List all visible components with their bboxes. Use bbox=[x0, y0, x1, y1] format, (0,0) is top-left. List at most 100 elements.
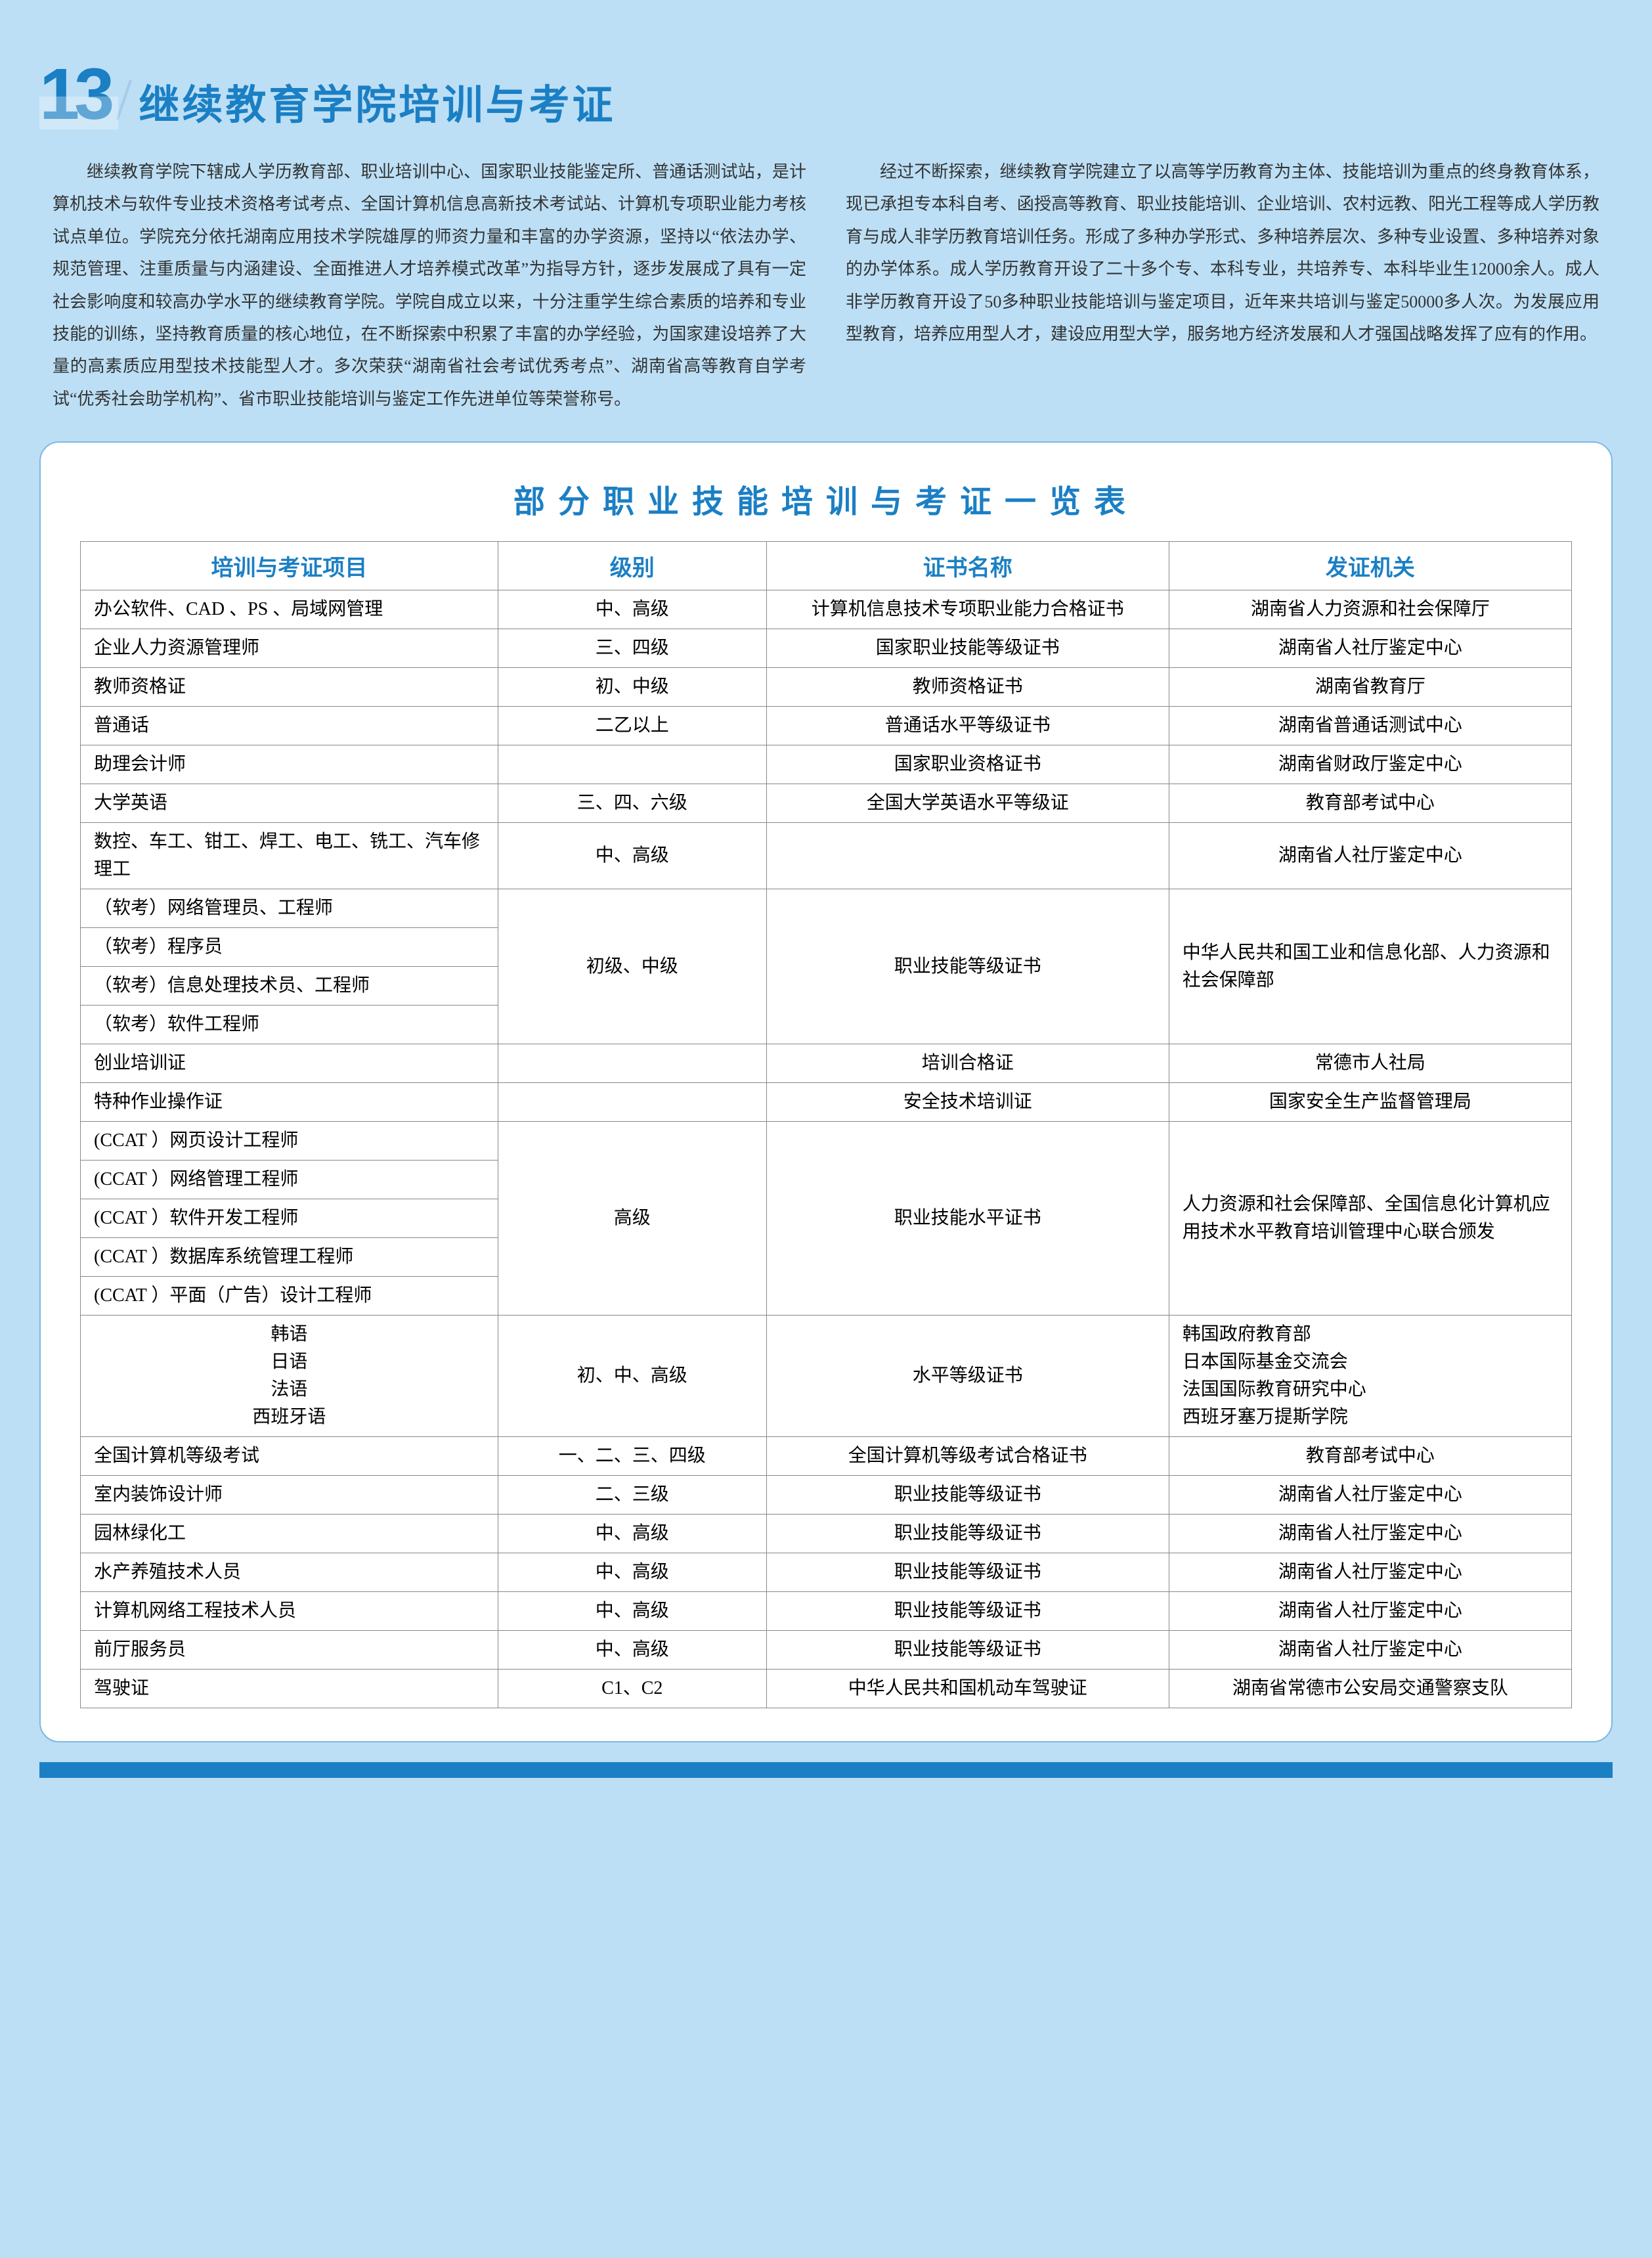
cell: 中华人民共和国机动车驾驶证 bbox=[766, 1670, 1169, 1708]
cell: 湖南省人社厅鉴定中心 bbox=[1169, 823, 1571, 889]
cell: 湖南省人社厅鉴定中心 bbox=[1169, 1631, 1571, 1670]
cell: 教师资格证 bbox=[81, 668, 498, 707]
cell: 职业技能等级证书 bbox=[766, 1476, 1169, 1515]
cell: 普通话 bbox=[81, 707, 498, 745]
footer-band bbox=[39, 1762, 1613, 1778]
cell: 初、中、高级 bbox=[498, 1316, 766, 1437]
intro-block: 继续教育学院下辖成人学历教育部、职业培训中心、国家职业技能鉴定所、普通话测试站，… bbox=[39, 156, 1613, 415]
cell: （软考）软件工程师 bbox=[81, 1006, 498, 1044]
cell: 室内装饰设计师 bbox=[81, 1476, 498, 1515]
cell: 国家职业技能等级证书 bbox=[766, 629, 1169, 668]
cell: 三、四级 bbox=[498, 629, 766, 668]
cell: 教育部考试中心 bbox=[1169, 784, 1571, 823]
cell: 湖南省普通话测试中心 bbox=[1169, 707, 1571, 745]
cell: 全国大学英语水平等级证 bbox=[766, 784, 1169, 823]
cell: 湖南省人社厅鉴定中心 bbox=[1169, 1476, 1571, 1515]
cell: (CCAT ）平面（广告）设计工程师 bbox=[81, 1277, 498, 1316]
slash-divider: / bbox=[116, 66, 132, 133]
cell: 助理会计师 bbox=[81, 745, 498, 784]
chapter-number: 13 bbox=[39, 53, 109, 136]
cell: 二、三级 bbox=[498, 1476, 766, 1515]
cell: 职业技能等级证书 bbox=[766, 1553, 1169, 1592]
cell: 安全技术培训证 bbox=[766, 1083, 1169, 1122]
cell: 全国计算机等级考试合格证书 bbox=[766, 1437, 1169, 1476]
cell: 中、高级 bbox=[498, 1553, 766, 1592]
cell: 水平等级证书 bbox=[766, 1316, 1169, 1437]
cell: 普通话水平等级证书 bbox=[766, 707, 1169, 745]
cell: 水产养殖技术人员 bbox=[81, 1553, 498, 1592]
cell: 初、中级 bbox=[498, 668, 766, 707]
cell: 职业技能水平证书 bbox=[766, 1122, 1169, 1316]
cell: 湖南省人社厅鉴定中心 bbox=[1169, 629, 1571, 668]
table-row: 全国计算机等级考试一、二、三、四级全国计算机等级考试合格证书教育部考试中心 bbox=[81, 1437, 1572, 1476]
table-row: 企业人力资源管理师三、四级国家职业技能等级证书湖南省人社厅鉴定中心 bbox=[81, 629, 1572, 668]
cell: 湖南省人社厅鉴定中心 bbox=[1169, 1515, 1571, 1553]
cell: 湖南省人社厅鉴定中心 bbox=[1169, 1592, 1571, 1631]
cell: 企业人力资源管理师 bbox=[81, 629, 498, 668]
th-cert: 证书名称 bbox=[766, 542, 1169, 590]
cell: 中华人民共和国工业和信息化部、人力资源和社会保障部 bbox=[1169, 889, 1571, 1044]
cell: 国家职业资格证书 bbox=[766, 745, 1169, 784]
table-container: 部分职业技能培训与考证一览表 培训与考证项目 级别 证书名称 发证机关 办公软件… bbox=[39, 441, 1613, 1742]
cell: 国家安全生产监督管理局 bbox=[1169, 1083, 1571, 1122]
table-header-row: 培训与考证项目 级别 证书名称 发证机关 bbox=[81, 542, 1572, 590]
cell: 人力资源和社会保障部、全国信息化计算机应用技术水平教育培训管理中心联合颁发 bbox=[1169, 1122, 1571, 1316]
th-issuer: 发证机关 bbox=[1169, 542, 1571, 590]
cell: （软考）网络管理员、工程师 bbox=[81, 889, 498, 928]
cell: 中、高级 bbox=[498, 1515, 766, 1553]
cell: 韩国政府教育部日本国际基金交流会法国国际教育研究中心西班牙塞万提斯学院 bbox=[1169, 1316, 1571, 1437]
cell: （软考）程序员 bbox=[81, 928, 498, 967]
cell: 职业技能等级证书 bbox=[766, 889, 1169, 1044]
th-project: 培训与考证项目 bbox=[81, 542, 498, 590]
cell: 计算机信息技术专项职业能力合格证书 bbox=[766, 590, 1169, 629]
cell: 中、高级 bbox=[498, 1592, 766, 1631]
cell: 教育部考试中心 bbox=[1169, 1437, 1571, 1476]
table-row: 特种作业操作证安全技术培训证国家安全生产监督管理局 bbox=[81, 1083, 1572, 1122]
cell: 高级 bbox=[498, 1122, 766, 1316]
th-level: 级别 bbox=[498, 542, 766, 590]
cell: 三、四、六级 bbox=[498, 784, 766, 823]
cell: 湖南省教育厅 bbox=[1169, 668, 1571, 707]
cell: 创业培训证 bbox=[81, 1044, 498, 1083]
cell: 职业技能等级证书 bbox=[766, 1631, 1169, 1670]
cell: 培训合格证 bbox=[766, 1044, 1169, 1083]
cell bbox=[498, 1083, 766, 1122]
cell bbox=[498, 1044, 766, 1083]
table-row: 创业培训证培训合格证常德市人社局 bbox=[81, 1044, 1572, 1083]
intro-right: 经过不断探索，继续教育学院建立了以高等学历教育为主体、技能培训为重点的终身教育体… bbox=[846, 156, 1599, 415]
cell: 湖南省常德市公安局交通警察支队 bbox=[1169, 1670, 1571, 1708]
cell: 前厅服务员 bbox=[81, 1631, 498, 1670]
cell: 一、二、三、四级 bbox=[498, 1437, 766, 1476]
cell bbox=[766, 823, 1169, 889]
cell: 园林绿化工 bbox=[81, 1515, 498, 1553]
cell: 全国计算机等级考试 bbox=[81, 1437, 498, 1476]
cell: 职业技能等级证书 bbox=[766, 1592, 1169, 1631]
table-row: （软考）网络管理员、工程师初级、中级职业技能等级证书中华人民共和国工业和信息化部… bbox=[81, 889, 1572, 928]
cell: C1、C2 bbox=[498, 1670, 766, 1708]
table-row: 教师资格证初、中级教师资格证书湖南省教育厅 bbox=[81, 668, 1572, 707]
table-title: 部分职业技能培训与考证一览表 bbox=[80, 476, 1572, 521]
cell: 中、高级 bbox=[498, 823, 766, 889]
cell: 韩语日语法语西班牙语 bbox=[81, 1316, 498, 1437]
table-row: 韩语日语法语西班牙语初、中、高级水平等级证书韩国政府教育部日本国际基金交流会法国… bbox=[81, 1316, 1572, 1437]
cell: （软考）信息处理技术员、工程师 bbox=[81, 967, 498, 1006]
cell: 办公软件、CAD 、PS 、局域网管理 bbox=[81, 590, 498, 629]
cell: 中、高级 bbox=[498, 1631, 766, 1670]
cell: (CCAT ）网页设计工程师 bbox=[81, 1122, 498, 1161]
cell: 中、高级 bbox=[498, 590, 766, 629]
table-row: 室内装饰设计师二、三级职业技能等级证书湖南省人社厅鉴定中心 bbox=[81, 1476, 1572, 1515]
intro-left: 继续教育学院下辖成人学历教育部、职业培训中心、国家职业技能鉴定所、普通话测试站，… bbox=[53, 156, 806, 415]
cell: 湖南省财政厅鉴定中心 bbox=[1169, 745, 1571, 784]
table-row: 办公软件、CAD 、PS 、局域网管理中、高级计算机信息技术专项职业能力合格证书… bbox=[81, 590, 1572, 629]
cell: (CCAT ）软件开发工程师 bbox=[81, 1199, 498, 1238]
cell: 驾驶证 bbox=[81, 1670, 498, 1708]
cell: 职业技能等级证书 bbox=[766, 1515, 1169, 1553]
table-row: 前厅服务员中、高级职业技能等级证书湖南省人社厅鉴定中心 bbox=[81, 1631, 1572, 1670]
cell: 计算机网络工程技术人员 bbox=[81, 1592, 498, 1631]
cert-table: 培训与考证项目 级别 证书名称 发证机关 办公软件、CAD 、PS 、局域网管理… bbox=[80, 541, 1572, 1708]
cell: 湖南省人力资源和社会保障厅 bbox=[1169, 590, 1571, 629]
cell: (CCAT ）网络管理工程师 bbox=[81, 1161, 498, 1199]
cell: 数控、车工、钳工、焊工、电工、铣工、汽车修理工 bbox=[81, 823, 498, 889]
table-row: 数控、车工、钳工、焊工、电工、铣工、汽车修理工中、高级 湖南省人社厅鉴定中心 bbox=[81, 823, 1572, 889]
table-row: 驾驶证C1、C2中华人民共和国机动车驾驶证湖南省常德市公安局交通警察支队 bbox=[81, 1670, 1572, 1708]
